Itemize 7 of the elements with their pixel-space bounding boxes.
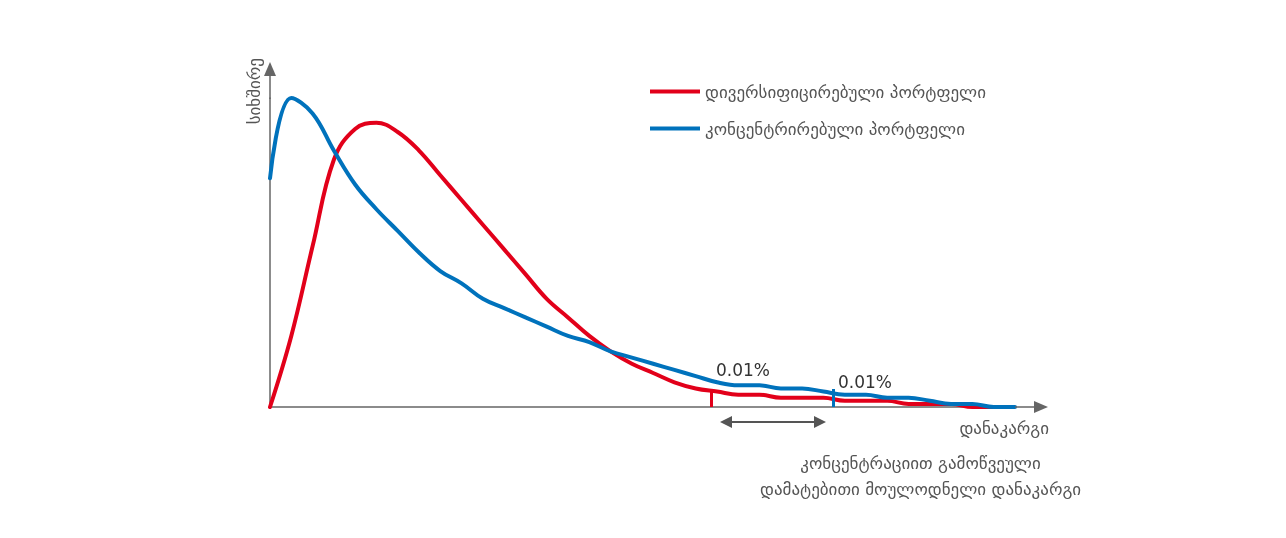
annotation: 0.01% <box>838 372 893 392</box>
legend-label: დივერსიფიცირებული პორტფელი <box>705 81 986 102</box>
text: კონცენტრაციით გამოწვეული დამატებითი მოულოდნელი დანაკარგი <box>760 453 1082 499</box>
y-axis-title: სიხშირე <box>243 58 264 125</box>
legend-label: კონცენტრირებული პორტფელი <box>705 118 965 139</box>
x-axis-title: დანაკარგი <box>959 417 1049 438</box>
annotation: 0.01% <box>716 360 771 380</box>
